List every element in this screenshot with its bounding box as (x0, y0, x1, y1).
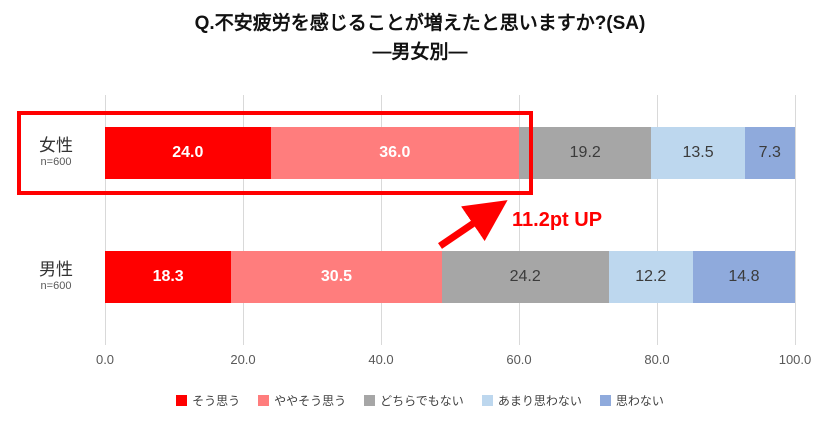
bar-segment: 18.3 (105, 251, 232, 303)
legend-item: 思わない (599, 392, 664, 409)
category-name: 女性 (39, 136, 73, 155)
bar-segment: 7.3 (744, 127, 795, 179)
category-label: 女性 n=600 (14, 136, 98, 170)
gridline (381, 95, 382, 345)
increase-annotation: 11.2pt UP (512, 209, 603, 231)
gridline (519, 95, 520, 345)
legend-label: ややそう思う (274, 394, 347, 408)
legend-item: どちらでもない (364, 392, 464, 409)
plot-area: 24.0 36.0 19.2 13.5 7.3 18.3 30.5 24.2 12.2 14.8 (105, 95, 796, 345)
category-sample-size: n=600 (40, 280, 72, 293)
legend-item: ややそう思う (258, 392, 346, 409)
bar-segment: 24.0 (105, 127, 271, 179)
legend-label: 思わない (615, 394, 664, 408)
x-axis-tick: 20.0 (230, 352, 256, 367)
bar-segment: 30.5 (231, 251, 442, 303)
legend-item: あまり思わない (481, 392, 582, 409)
increase-arrow-icon (438, 200, 508, 249)
gridline (795, 95, 796, 345)
x-axis-tick: 80.0 (644, 352, 670, 367)
legend-swatch-icon (481, 395, 493, 406)
bar-segment: 14.8 (692, 251, 795, 303)
legend-item: そう思う (176, 392, 240, 409)
legend-label: あまり思わない (497, 394, 582, 408)
chart-title: Q.不安疲労を感じることが増えたと思いますか?(SA) ―男女別― (0, 10, 840, 67)
bar-segment: 36.0 (270, 127, 519, 179)
bar-row: 18.3 30.5 24.2 12.2 14.8 (105, 251, 795, 303)
chart-title-line1: Q.不安疲労を感じることが増えたと思いますか?(SA) (194, 13, 646, 34)
category-label: 男性 n=600 (14, 260, 98, 294)
legend-swatch-icon (176, 395, 188, 406)
bar-row: 24.0 36.0 19.2 13.5 7.3 (105, 127, 795, 179)
legend-label: そう思う (192, 394, 241, 408)
bar-segment: 24.2 (441, 251, 609, 303)
bar-segment: 13.5 (651, 127, 745, 179)
legend-swatch-icon (258, 395, 270, 406)
gridline (105, 95, 106, 345)
x-axis-tick: 0.0 (95, 352, 115, 367)
x-axis-tick: 100.0 (778, 352, 812, 367)
chart-title-line2: ―男女別― (372, 41, 468, 63)
x-axis-tick: 60.0 (506, 352, 532, 367)
bar-segment: 12.2 (608, 251, 693, 303)
category-name: 男性 (39, 260, 73, 279)
x-axis: 0.0 20.0 40.0 60.0 80.0 100.0 (96, 352, 811, 370)
category-sample-size: n=600 (40, 156, 72, 169)
legend-swatch-icon (364, 395, 376, 406)
legend-swatch-icon (599, 395, 611, 406)
legend: そう思う ややそう思う どちらでもない あまり思わない 思わない (0, 392, 840, 409)
legend-label: どちらでもない (380, 394, 464, 408)
bar-segment: 19.2 (518, 127, 652, 179)
gridline (243, 95, 244, 345)
gridline (657, 95, 658, 345)
highlight-box (17, 111, 533, 195)
x-axis-tick: 40.0 (368, 352, 394, 367)
